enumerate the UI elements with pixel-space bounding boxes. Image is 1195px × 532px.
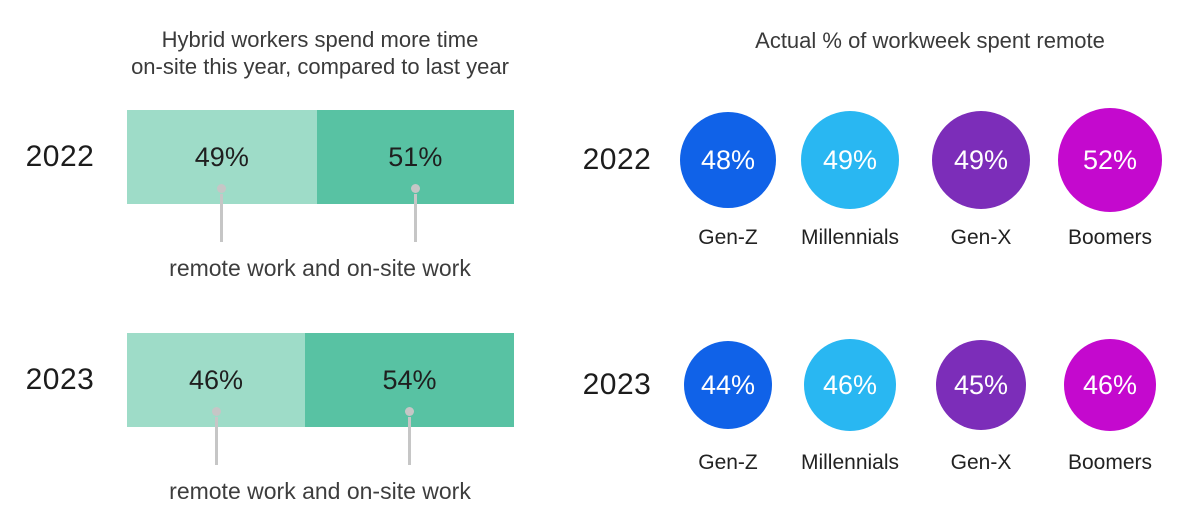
stacked-bar-2022: 49% 51% <box>127 110 514 242</box>
bubble-genx-2022: 49% <box>932 111 1030 209</box>
bubble-value-label: 44% <box>700 369 756 400</box>
bubble-value-label: 46% <box>822 369 878 400</box>
segment-value-label: 49% <box>194 141 249 172</box>
callout-dot <box>211 407 221 416</box>
year-label-2022: 2022 <box>25 140 95 173</box>
bar-segment-onsite-2023: 54% <box>305 333 514 465</box>
callout-line <box>220 194 224 242</box>
year-label-2023: 2023 <box>25 363 95 396</box>
bubble-value-label: 49% <box>822 144 878 175</box>
year-label-2022-right: 2022 <box>582 143 652 176</box>
category-label-genx: Gen-X <box>950 226 1012 249</box>
bar-row-2023: 2023 46% 54% remote work and on-site wor… <box>0 333 560 513</box>
bubble-genx-2023: 45% <box>936 340 1026 430</box>
callout-dot <box>410 184 420 193</box>
left-chart-title-line1: Hybrid workers spend more time <box>161 27 479 52</box>
segment-value-label: 51% <box>388 141 443 172</box>
category-label-millennials: Millennials <box>800 226 900 249</box>
bubble-value-label: 46% <box>1082 369 1138 400</box>
bar-segment-remote-2023: 46% <box>127 333 306 465</box>
bubble-millennials-2022: 49% <box>801 111 899 209</box>
bar-row-2022: 2022 49% 51% remote work and on-site wor… <box>0 110 560 290</box>
bubble-value-label: 45% <box>953 369 1009 400</box>
category-label-genx: Gen-X <box>950 451 1012 474</box>
bubble-col-genz-2022: 48% Gen-Z <box>663 100 793 249</box>
callout-line <box>214 417 218 465</box>
segment-value-label: 46% <box>188 364 244 395</box>
bubble-col-genz-2023: 44% Gen-Z <box>663 325 793 474</box>
year-label-2023-right: 2023 <box>582 368 652 401</box>
right-chart-title: Actual % of workweek spent remote <box>755 28 1105 53</box>
category-label-millennials: Millennials <box>800 451 900 474</box>
callout-line <box>413 194 417 242</box>
left-chart-title-line2: on-site this year, compared to last year <box>131 54 509 79</box>
callout-dot <box>217 184 227 193</box>
category-label-genz: Gen-Z <box>698 226 758 249</box>
bar-segment-onsite-2022: 51% <box>316 110 514 242</box>
bubble-col-genx-2023: 45% Gen-X <box>916 325 1046 474</box>
bubble-genz-2022: 48% <box>680 112 776 208</box>
left-chart-title: Hybrid workers spend more time on-site t… <box>100 26 540 80</box>
bubble-col-genx-2022: 49% Gen-X <box>916 100 1046 249</box>
bar-caption-2022: remote work and on-site work <box>169 255 471 281</box>
segment-value-label: 54% <box>382 364 437 395</box>
bubble-value-label: 49% <box>953 144 1009 175</box>
bar-caption-2023: remote work and on-site work <box>169 478 471 504</box>
bubble-value-label: 48% <box>700 144 756 175</box>
bubble-millennials-2023: 46% <box>804 339 896 431</box>
callout-dot <box>405 407 414 416</box>
category-label-genz: Gen-Z <box>698 451 758 474</box>
stacked-bar-2023: 46% 54% <box>127 333 514 465</box>
bubble-boomers-2022: 52% <box>1058 108 1162 212</box>
bubble-col-boomers-2022: 52% Boomers <box>1045 100 1175 249</box>
bar-segment-remote-2022: 49% <box>127 110 317 242</box>
bubble-value-label: 52% <box>1082 144 1138 175</box>
category-label-boomers: Boomers <box>1067 226 1153 249</box>
callout-line <box>408 417 411 465</box>
category-label-boomers: Boomers <box>1067 451 1153 474</box>
bubble-col-boomers-2023: 46% Boomers <box>1045 325 1175 474</box>
bubble-col-millennials-2022: 49% Millennials <box>785 100 915 249</box>
bubble-genz-2023: 44% <box>684 341 772 429</box>
bubble-col-millennials-2023: 46% Millennials <box>785 325 915 474</box>
bubble-boomers-2023: 46% <box>1064 339 1156 431</box>
